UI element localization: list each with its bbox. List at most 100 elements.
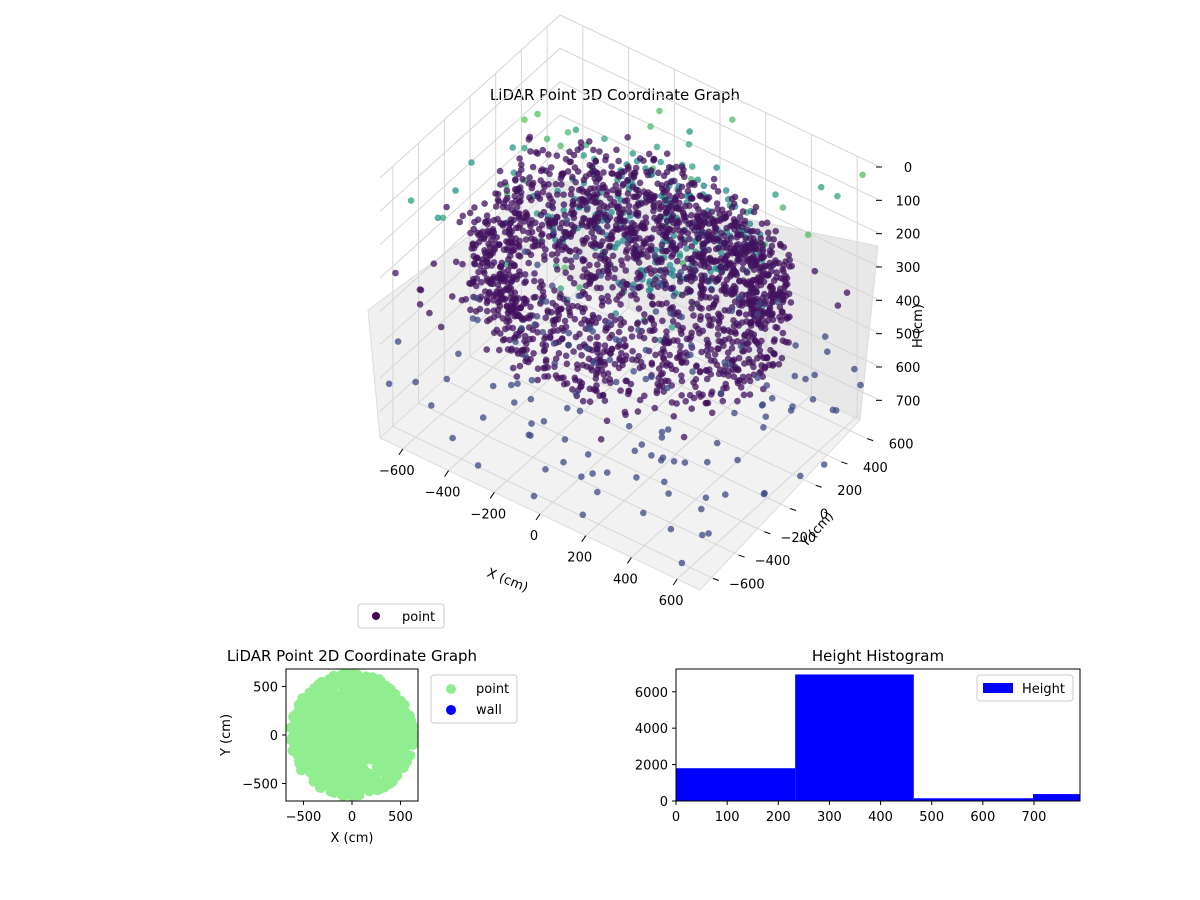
point-3d [699,327,707,335]
legend-2d-point-marker [446,684,456,694]
point-3d [745,346,753,353]
point-3d [523,297,530,304]
point-3d [512,338,519,346]
legend-3d-marker [372,612,380,620]
point-3d [674,322,682,329]
histogram-legend-swatch [983,683,1013,693]
point-3d [628,219,636,227]
point-3d [667,309,674,317]
point-3d [634,209,642,217]
point-3d [553,152,561,159]
point-3d [495,311,502,319]
point-3d [763,382,771,389]
y-tick-3d [712,577,720,581]
point-3d [483,307,491,315]
point-3d [477,262,484,270]
y-tick-3d [866,438,874,442]
point-3d [609,170,616,177]
point-3d [809,396,817,403]
point-3d [629,245,637,252]
point-3d [518,325,525,332]
point-3d [725,368,732,375]
point-3d [529,326,537,334]
point-2d [387,706,398,716]
point-3d [459,212,467,220]
point-3d [539,146,547,154]
point-3d [657,213,664,221]
z-tick-label-3d: 0 [904,161,912,176]
y-tick-label-3d: 600 [889,438,914,453]
point-3d [758,337,765,345]
point-3d [541,364,549,372]
point-3d [648,452,655,459]
point-3d [633,295,640,303]
point-3d [612,336,620,343]
point-3d [601,361,609,368]
point-2d [355,748,366,759]
point-3d [651,404,659,412]
point-3d [703,336,711,344]
point-3d [578,219,586,227]
point-3d [562,256,569,264]
point-3d [590,216,597,224]
point-3d [678,559,686,567]
point-3d [766,284,774,291]
point-3d [749,359,756,366]
point-3d [669,318,677,325]
point-3d [657,203,665,210]
point-3d [662,281,670,288]
point-2d [377,726,388,737]
point-3d [653,143,661,151]
point-3d [741,220,748,228]
grid-line-height [379,114,881,279]
point-3d [635,259,643,266]
point-3d [430,260,438,268]
y-tick-label-3d: 200 [837,484,862,499]
point-3d [718,338,725,346]
point-3d [568,263,575,271]
y-tick-label-hist: 4000 [635,722,668,737]
point-3d [740,378,748,385]
point-3d [562,155,570,163]
point-3d [632,203,639,211]
point-3d [560,458,567,466]
point-3d [669,251,677,258]
point-3d [551,217,559,225]
point-3d [593,382,600,389]
point-3d [527,148,534,155]
point-3d [712,224,720,232]
point-3d [734,397,741,405]
point-3d [619,237,627,244]
point-3d [648,359,656,367]
point-3d [758,220,766,227]
point-3d [579,361,587,369]
points-2d [286,669,418,801]
point-3d [721,284,728,291]
point-2d [325,715,336,726]
point-3d [624,235,632,242]
z-tick-label-3d: 200 [896,228,921,243]
point-3d [728,345,736,352]
point-3d [525,259,532,267]
point-3d [535,225,543,233]
point-3d [529,163,537,171]
point-3d [673,204,680,212]
point-3d [555,241,562,249]
point-3d [471,204,478,211]
grid-line-height [379,14,881,179]
point-3d [768,395,776,402]
point-3d [658,434,666,441]
point-2d [331,755,342,766]
point-3d [570,348,577,355]
point-3d [627,292,635,299]
point-3d [732,284,739,292]
point-3d [568,185,575,193]
point-3d [631,251,639,259]
z-tick-label-3d: 100 [896,194,921,209]
point-3d [591,239,598,247]
point-3d [611,265,619,273]
point-3d [678,192,685,200]
point-3d [731,409,738,417]
grid-line-floor-y [469,356,791,509]
point-3d [770,277,778,284]
